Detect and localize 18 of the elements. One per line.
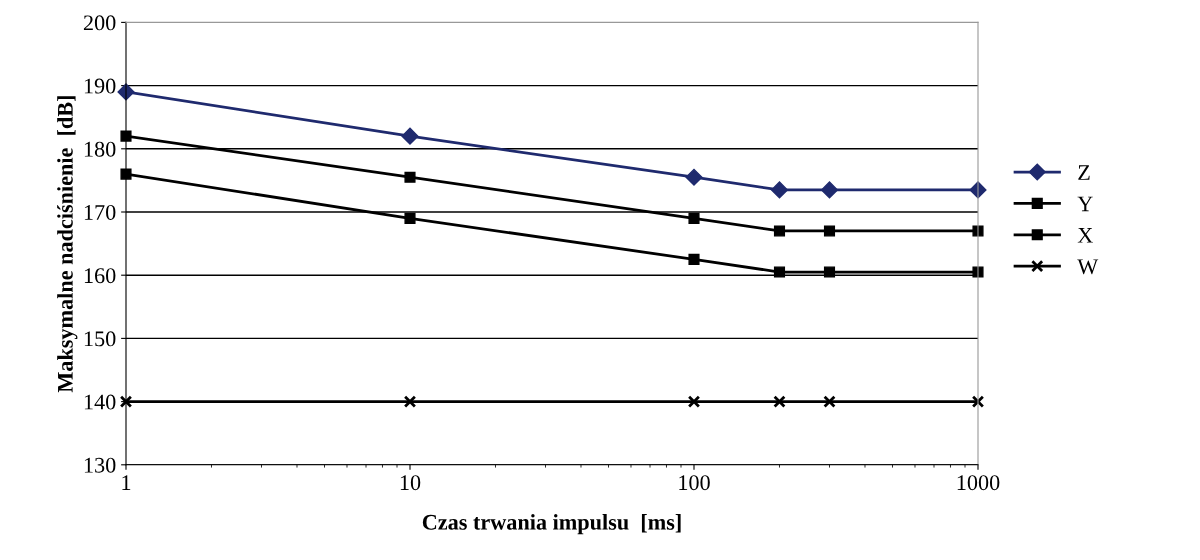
y-axis-title: Maksymalne nadciśnienie [dB]: [57, 96, 78, 393]
y-tick-label: 140: [84, 394, 116, 410]
y-tick-label: 180: [84, 141, 116, 157]
y-tick-label: 190: [84, 78, 116, 94]
x-tick-label: 1: [122, 475, 131, 490]
legend-label: W: [1077, 259, 1099, 275]
y-tick-label: 200: [83, 15, 116, 31]
legend-label: Z: [1078, 165, 1090, 180]
x-tick-label: 1000: [957, 475, 1000, 491]
y-tick-label: 170: [84, 204, 116, 220]
legend-label: X: [1077, 228, 1093, 243]
x-tick-label: 100: [679, 475, 710, 491]
y-tick-label: 130: [84, 457, 116, 473]
y-tick-label: 150: [84, 331, 116, 347]
x-axis-title: Czas trwania impulsu [ms]: [422, 514, 681, 535]
y-tick-label: 160: [84, 268, 116, 284]
legend-label: Y: [1077, 196, 1093, 212]
x-tick-label: 10: [400, 475, 421, 491]
